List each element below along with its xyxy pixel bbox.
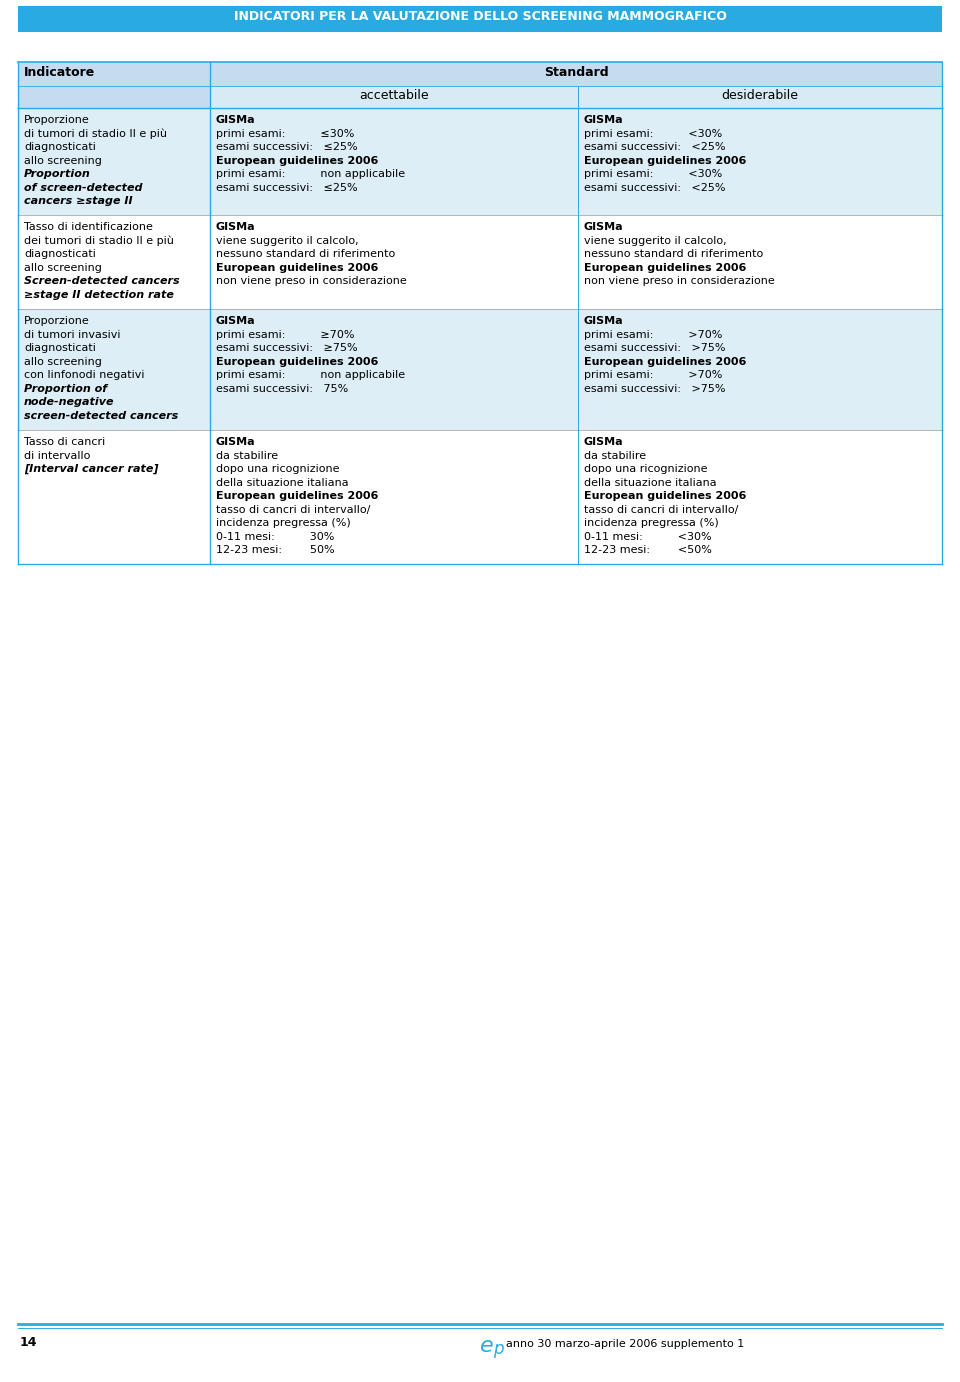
Text: primi esami:          <30%: primi esami: <30% (584, 129, 722, 138)
Text: tasso di cancri di intervallo/: tasso di cancri di intervallo/ (584, 504, 738, 514)
Text: primi esami:          non applicabile: primi esami: non applicabile (216, 169, 405, 180)
Text: GISMa: GISMa (216, 316, 255, 326)
Text: esami successivi:   <25%: esami successivi: <25% (584, 142, 726, 152)
Text: Proporzione: Proporzione (24, 115, 89, 124)
Text: GISMa: GISMa (584, 115, 624, 124)
Text: primi esami:          ≤30%: primi esami: ≤30% (216, 129, 354, 138)
Text: Indicatore: Indicatore (24, 66, 95, 79)
Text: cancers ≥stage II: cancers ≥stage II (24, 196, 132, 206)
Text: diagnosticati: diagnosticati (24, 249, 96, 258)
Text: European guidelines 2006: European guidelines 2006 (584, 263, 746, 272)
Text: allo screening: allo screening (24, 357, 102, 366)
Text: Proportion of: Proportion of (24, 383, 108, 394)
Bar (18, 86, 210, 108)
Text: da stabilire: da stabilire (584, 451, 646, 460)
Text: GISMa: GISMa (584, 316, 624, 326)
Text: 12-23 mesi:        50%: 12-23 mesi: 50% (216, 545, 335, 556)
Text: INDICATORI PER LA VALUTAZIONE DELLO SCREENING MAMMOGRAFICO: INDICATORI PER LA VALUTAZIONE DELLO SCRE… (233, 10, 727, 23)
Text: node-negative: node-negative (24, 397, 114, 408)
Text: Proportion: Proportion (24, 169, 91, 180)
Text: GISMa: GISMa (584, 437, 624, 446)
Text: GISMa: GISMa (216, 115, 255, 124)
Text: viene suggerito il calcolo,: viene suggerito il calcolo, (216, 235, 359, 246)
Text: European guidelines 2006: European guidelines 2006 (584, 491, 746, 502)
Text: di tumori di stadio II e più: di tumori di stadio II e più (24, 129, 167, 140)
Text: con linfonodi negativi: con linfonodi negativi (24, 370, 145, 380)
Text: dopo una ricognizione: dopo una ricognizione (584, 464, 708, 474)
Bar (18, 216, 942, 310)
Text: dopo una ricognizione: dopo una ricognizione (216, 464, 340, 474)
Text: esami successivi:   ≥75%: esami successivi: ≥75% (216, 343, 358, 352)
Text: esami successivi:   ≤25%: esami successivi: ≤25% (216, 182, 358, 192)
Text: European guidelines 2006: European guidelines 2006 (584, 357, 746, 366)
Text: [Interval cancer rate]: [Interval cancer rate] (24, 464, 158, 474)
Text: viene suggerito il calcolo,: viene suggerito il calcolo, (584, 235, 727, 246)
Text: diagnosticati: diagnosticati (24, 142, 96, 152)
Text: European guidelines 2006: European guidelines 2006 (216, 491, 378, 502)
Text: 12-23 mesi:        <50%: 12-23 mesi: <50% (584, 545, 712, 556)
Text: accettabile: accettabile (359, 88, 429, 102)
Text: ≥stage II detection rate: ≥stage II detection rate (24, 289, 174, 300)
Bar (18, 310, 942, 430)
Bar (578, 86, 942, 108)
Text: GISMa: GISMa (216, 437, 255, 446)
Text: Tasso di cancri: Tasso di cancri (24, 437, 106, 446)
Text: della situazione italiana: della situazione italiana (216, 478, 348, 488)
Text: primi esami:          >70%: primi esami: >70% (584, 329, 722, 340)
Text: European guidelines 2006: European guidelines 2006 (216, 357, 378, 366)
Text: 0-11 mesi:          <30%: 0-11 mesi: <30% (584, 532, 711, 542)
Text: nessuno standard di riferimento: nessuno standard di riferimento (216, 249, 396, 258)
Text: primi esami:          ≥70%: primi esami: ≥70% (216, 329, 354, 340)
Text: GISMa: GISMa (584, 223, 624, 232)
Text: diagnosticati: diagnosticati (24, 343, 96, 352)
Text: 0-11 mesi:          30%: 0-11 mesi: 30% (216, 532, 334, 542)
Text: non viene preso in considerazione: non viene preso in considerazione (216, 276, 407, 286)
Text: tasso di cancri di intervallo/: tasso di cancri di intervallo/ (216, 504, 371, 514)
Text: esami successivi:   ≤25%: esami successivi: ≤25% (216, 142, 358, 152)
Text: GISMa: GISMa (216, 223, 255, 232)
Text: desiderabile: desiderabile (722, 88, 799, 102)
Text: p: p (493, 1341, 503, 1359)
Text: incidenza pregressa (%): incidenza pregressa (%) (584, 518, 719, 528)
Text: esami successivi:   <25%: esami successivi: <25% (584, 182, 726, 192)
Text: anno 30 marzo-aprile 2006 supplemento 1: anno 30 marzo-aprile 2006 supplemento 1 (506, 1339, 744, 1349)
Text: Screen-detected cancers: Screen-detected cancers (24, 276, 180, 286)
Text: e: e (480, 1336, 493, 1356)
Text: non viene preso in considerazione: non viene preso in considerazione (584, 276, 775, 286)
Text: nessuno standard di riferimento: nessuno standard di riferimento (584, 249, 763, 258)
Text: Tasso di identificazione: Tasso di identificazione (24, 223, 153, 232)
Text: European guidelines 2006: European guidelines 2006 (216, 263, 378, 272)
Text: Standard: Standard (543, 66, 609, 79)
Text: da stabilire: da stabilire (216, 451, 278, 460)
Text: esami successivi:   75%: esami successivi: 75% (216, 383, 348, 394)
Bar (210, 86, 578, 108)
Text: 14: 14 (20, 1336, 37, 1349)
Text: primi esami:          non applicabile: primi esami: non applicabile (216, 370, 405, 380)
Text: of screen-detected: of screen-detected (24, 182, 142, 192)
Text: screen-detected cancers: screen-detected cancers (24, 410, 179, 420)
Text: allo screening: allo screening (24, 156, 102, 166)
Bar (18, 430, 942, 564)
Bar (18, 108, 942, 216)
Text: esami successivi:   >75%: esami successivi: >75% (584, 383, 726, 394)
Text: primi esami:          >70%: primi esami: >70% (584, 370, 722, 380)
Text: Proporzione: Proporzione (24, 316, 89, 326)
Text: esami successivi:   >75%: esami successivi: >75% (584, 343, 726, 352)
Text: di intervallo: di intervallo (24, 451, 90, 460)
Text: incidenza pregressa (%): incidenza pregressa (%) (216, 518, 350, 528)
Bar (18, 6, 942, 32)
Bar (18, 62, 942, 86)
Text: European guidelines 2006: European guidelines 2006 (216, 156, 378, 166)
Text: della situazione italiana: della situazione italiana (584, 478, 716, 488)
Text: di tumori invasivi: di tumori invasivi (24, 329, 121, 340)
Text: European guidelines 2006: European guidelines 2006 (584, 156, 746, 166)
Text: allo screening: allo screening (24, 263, 102, 272)
Text: primi esami:          <30%: primi esami: <30% (584, 169, 722, 180)
Text: dei tumori di stadio II e più: dei tumori di stadio II e più (24, 235, 174, 246)
